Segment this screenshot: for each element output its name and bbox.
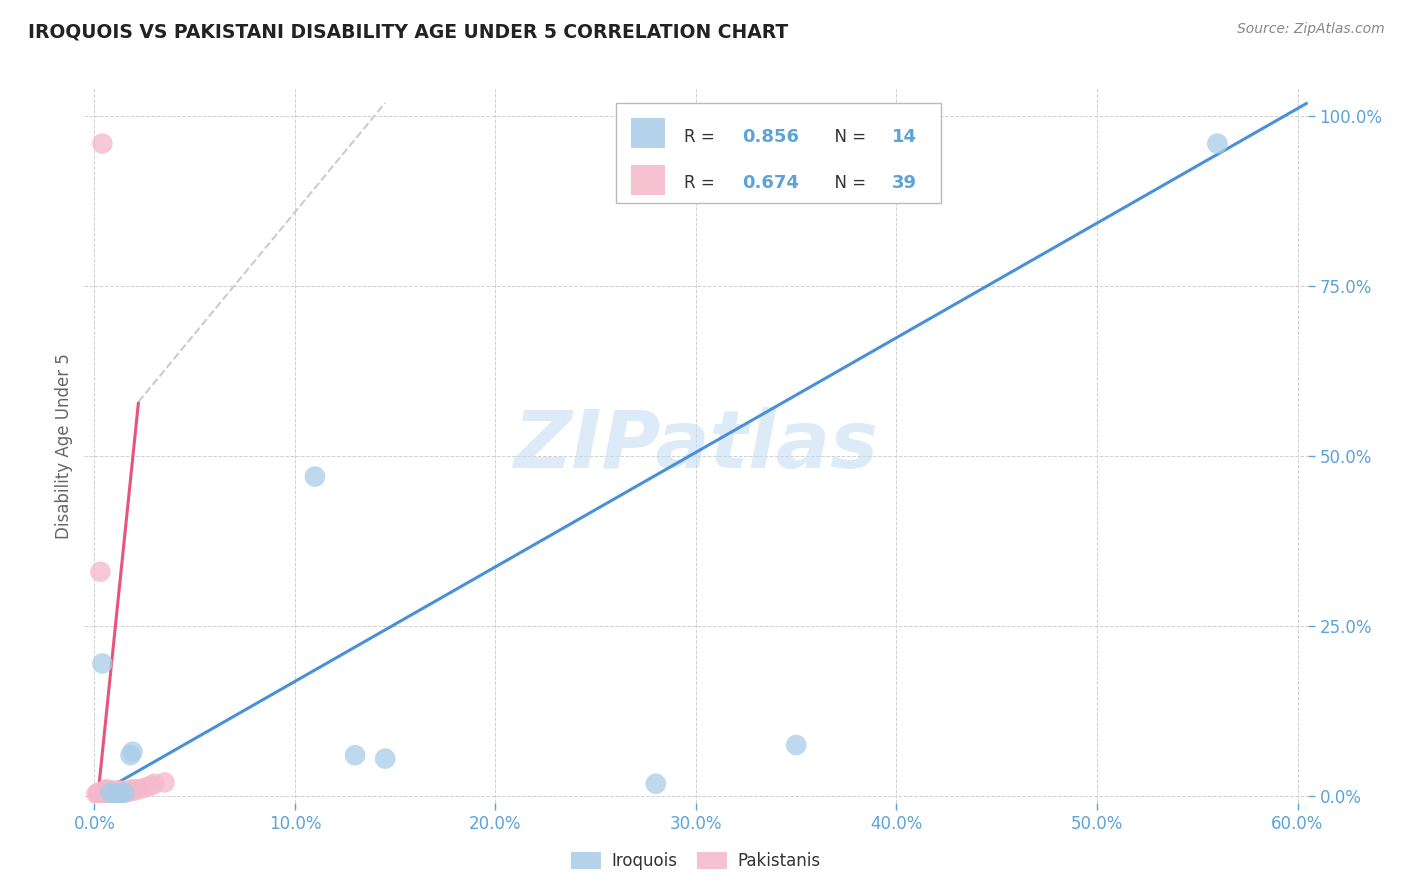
Point [91,136,114,151]
Point [139,779,162,793]
Point [128,782,150,797]
Point [121,782,143,797]
Point [107,786,129,800]
Point [96,785,118,799]
Point [103,787,125,801]
Point [97,786,120,800]
Point [96,782,118,797]
Point [101,786,124,800]
Point [117,785,139,799]
Point [97,783,120,797]
Text: R =: R = [683,128,720,146]
Point [105,783,128,797]
Point [86,787,108,801]
Point [93,787,115,801]
Point [374,751,396,765]
Point [87,787,110,801]
Point [344,748,367,763]
Point [120,783,142,797]
Point [1206,136,1229,151]
Y-axis label: Disability Age Under 5: Disability Age Under 5 [55,353,73,539]
Point [153,775,176,789]
Text: N =: N = [824,175,872,193]
Point [93,783,115,797]
Point [785,738,807,752]
Point [111,786,134,800]
Point [105,786,128,800]
Text: 14: 14 [891,128,917,146]
Point [114,785,136,799]
FancyBboxPatch shape [616,103,941,203]
Point [120,748,142,763]
Text: 0.856: 0.856 [742,128,800,146]
Point [87,786,110,800]
Point [143,777,166,791]
Point [114,786,136,800]
Point [100,787,122,801]
Point [89,786,111,800]
Legend: Iroquois, Pakistanis: Iroquois, Pakistanis [565,845,827,877]
Point [96,787,118,801]
Point [124,783,146,797]
Text: Source: ZipAtlas.com: Source: ZipAtlas.com [1237,22,1385,37]
Point [100,786,122,800]
Point [89,565,111,579]
Point [115,783,138,797]
Point [101,783,124,797]
Point [89,787,111,801]
Point [110,783,132,797]
Text: ZIPatlas: ZIPatlas [513,407,879,485]
Text: IROQUOIS VS PAKISTANI DISABILITY AGE UNDER 5 CORRELATION CHART: IROQUOIS VS PAKISTANI DISABILITY AGE UND… [28,22,789,41]
Point [91,787,114,801]
Point [100,785,122,799]
Point [91,657,114,671]
Bar [631,119,665,148]
Text: R =: R = [683,175,720,193]
Text: 0.674: 0.674 [742,175,800,193]
Bar [631,165,665,194]
Point [103,787,125,801]
Point [121,745,143,759]
Text: N =: N = [824,128,872,146]
Point [91,785,114,799]
Point [644,777,666,791]
Point [304,469,326,483]
Point [107,785,129,799]
Point [134,780,156,795]
Point [93,785,115,799]
Point [110,787,132,801]
Text: 39: 39 [891,175,917,193]
Point [103,785,125,799]
